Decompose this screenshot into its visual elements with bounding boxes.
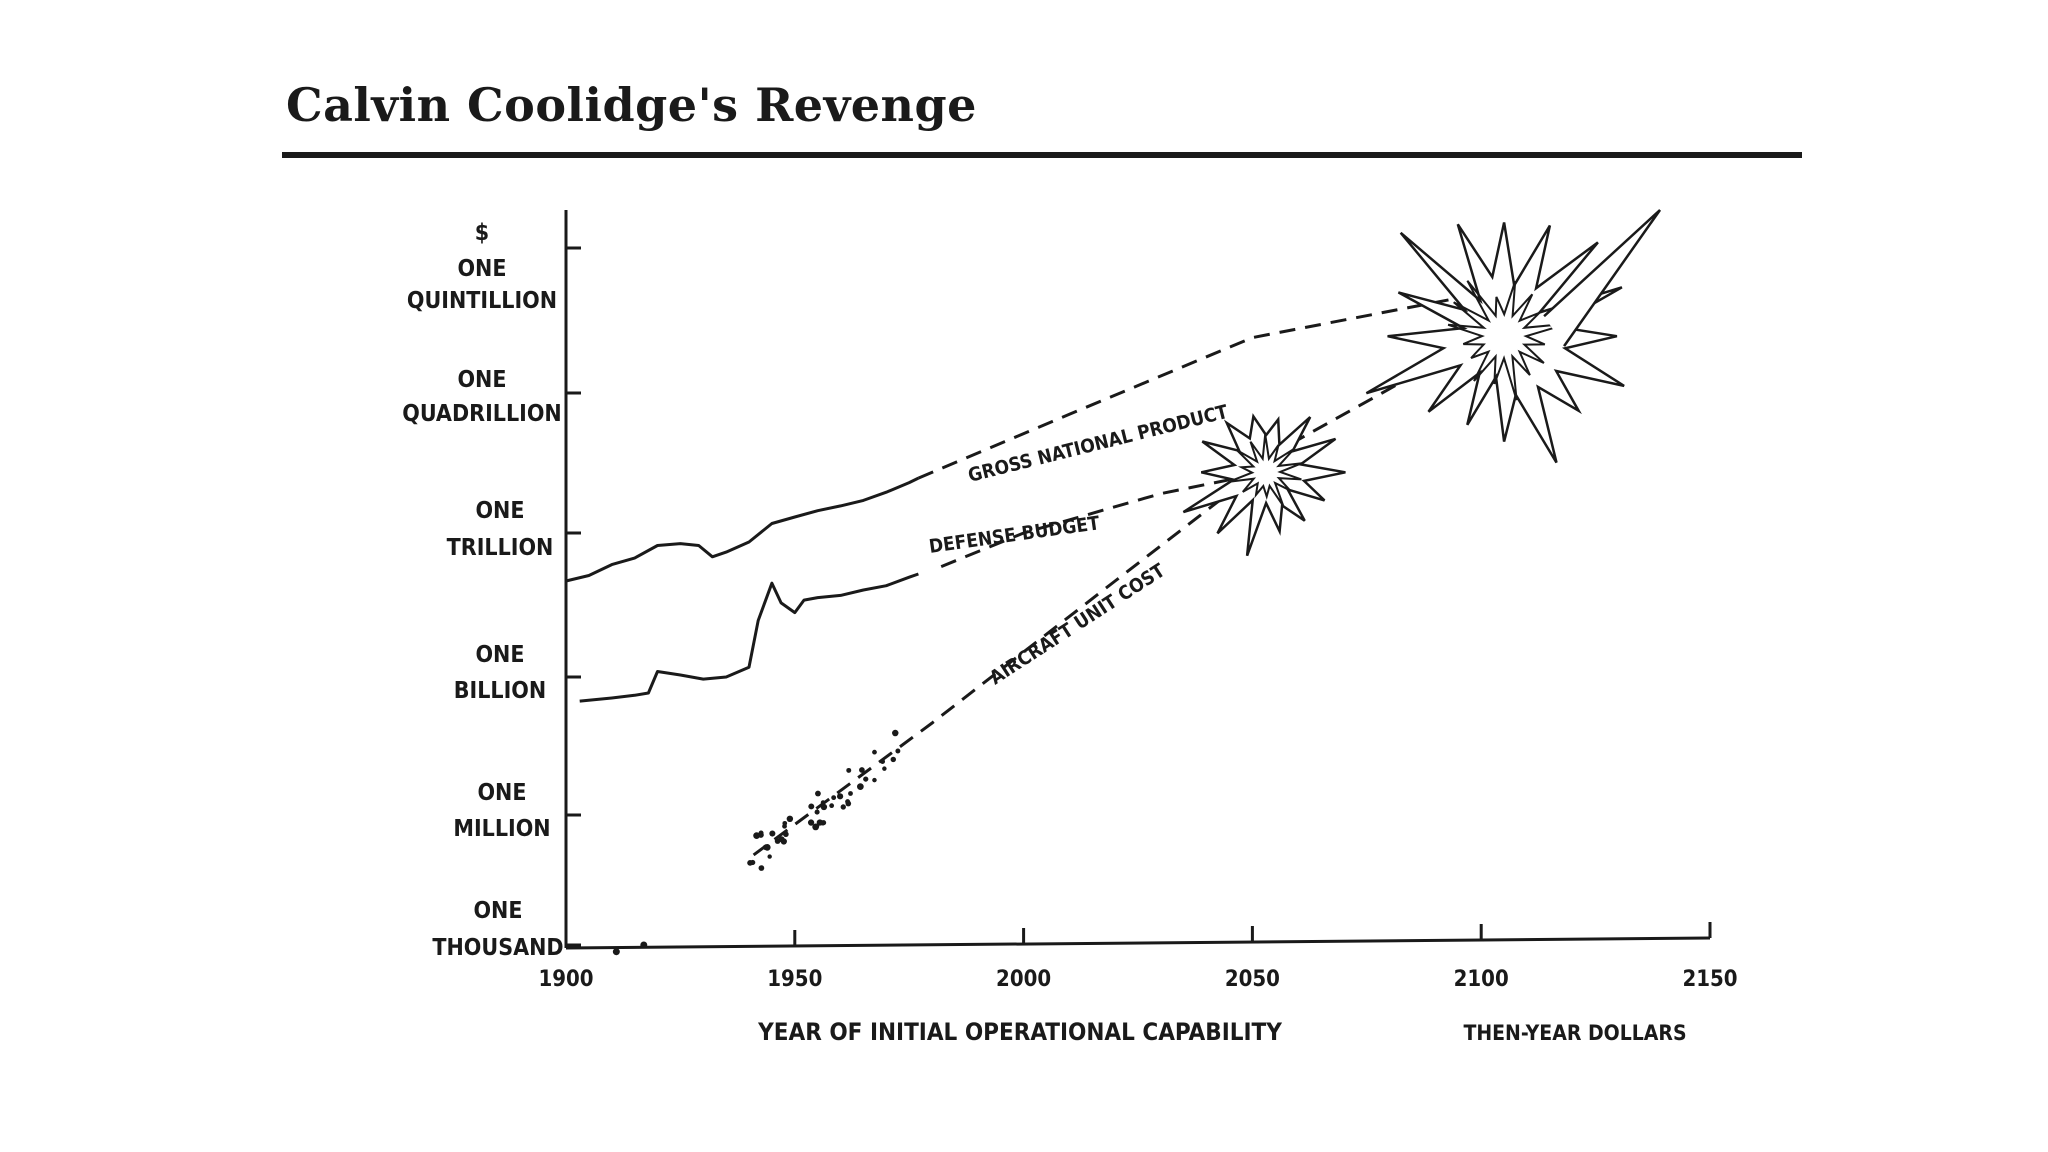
scatter-point xyxy=(820,803,828,811)
y-tick-label: ONE xyxy=(457,256,506,282)
y-tick-label: THOUSAND xyxy=(432,935,563,961)
series-labels: GROSS NATIONAL PRODUCT DEFENSE BUDGETAIRC… xyxy=(928,401,1231,689)
scatter-point xyxy=(808,803,815,810)
y-tick-label: ONE xyxy=(477,780,526,806)
unit-note: THEN-YEAR DOLLARS xyxy=(1463,1021,1686,1045)
scatter-point xyxy=(829,803,835,809)
x-tick-label: 1900 xyxy=(538,967,593,992)
series-defense-budget-actual xyxy=(579,572,919,703)
explosions-group xyxy=(1182,209,1662,557)
scatter-point xyxy=(857,783,864,790)
explosion-gnp xyxy=(1365,222,1625,464)
scatter-point xyxy=(747,859,754,866)
scatter-point xyxy=(786,815,794,823)
series-aircraft-unit-cost-projected xyxy=(752,328,1496,857)
scatter-point xyxy=(820,800,826,805)
scatter-point xyxy=(807,819,815,826)
scatter-point xyxy=(782,820,788,826)
scatter-point xyxy=(872,749,877,755)
series-label: GROSS NATIONAL PRODUCT xyxy=(966,401,1231,487)
scatter-point xyxy=(814,809,820,815)
scatter-point xyxy=(836,793,844,800)
scatter-point xyxy=(859,767,865,773)
x-tick-label: 1950 xyxy=(767,967,822,992)
scatter-point xyxy=(767,854,772,859)
scatter-point xyxy=(769,830,776,837)
scatter-point xyxy=(840,804,846,810)
y-tick-label: BILLION xyxy=(454,678,546,704)
scatter-point xyxy=(882,766,887,771)
y-tick-label: TRILLION xyxy=(447,535,554,561)
scatter-point xyxy=(895,748,901,754)
scatter-point xyxy=(753,832,760,840)
x-tick-label: 2000 xyxy=(996,967,1051,992)
y-tick-label: QUADRILLION xyxy=(402,401,561,427)
y-tick-label: ONE xyxy=(475,642,524,668)
scatter-point xyxy=(848,791,853,796)
axes-group xyxy=(564,210,1712,950)
y-tick-label: MILLION xyxy=(453,816,550,842)
scatter-point xyxy=(758,865,765,871)
scatter-point xyxy=(780,838,787,845)
x-tick-label: 2050 xyxy=(1225,967,1280,992)
scatter-point xyxy=(892,729,899,737)
scatter-point xyxy=(863,776,869,782)
y-tick-labels: ONE THOUSAND ONE MILLION ONE BILLION ONE TRILLI… xyxy=(402,256,563,961)
y-tick-label: QUINTILLION xyxy=(407,288,557,314)
data-point xyxy=(612,948,620,956)
x-tick-label: 2150 xyxy=(1682,967,1737,992)
y-tick-label: ONE xyxy=(475,498,524,524)
y-tick-label: ONE xyxy=(473,898,522,924)
series-gross-national-product-actual xyxy=(565,476,920,583)
explosion-defense xyxy=(1182,413,1346,557)
data-point xyxy=(640,941,648,949)
scatter-point xyxy=(762,844,769,851)
scatter-point xyxy=(890,756,897,763)
title-rule xyxy=(282,152,1802,158)
explosion-spike xyxy=(1543,209,1662,347)
series-label: AIRCRAFT UNIT COST xyxy=(986,559,1169,689)
scatter-point xyxy=(846,767,852,773)
scatter-point xyxy=(758,830,764,836)
y-axis-label: $ xyxy=(475,220,489,246)
scatter-point xyxy=(872,777,877,783)
series-gross-national-product-projected xyxy=(917,294,1468,480)
chart-title: Calvin Coolidge's Revenge xyxy=(286,78,977,132)
series-defense-budget-projected xyxy=(940,470,1267,568)
explosion-defense-inner xyxy=(1228,434,1303,507)
scatter-point xyxy=(880,759,886,764)
scatter-point xyxy=(820,820,826,826)
explosion-gnp-inner xyxy=(1447,280,1569,401)
series-group xyxy=(565,294,1496,956)
x-tick-labels: 1900 1950 2000 2050 2100 2150 xyxy=(538,967,1737,992)
x-axis-line xyxy=(565,936,1711,950)
series-label: DEFENSE BUDGET xyxy=(928,512,1102,558)
scatter-point xyxy=(831,795,837,801)
x-tick-label: 2100 xyxy=(1454,967,1509,992)
scatter-point xyxy=(812,823,820,831)
scatter-point xyxy=(815,790,821,797)
scatter-point xyxy=(783,831,789,838)
scatter-point xyxy=(845,799,851,805)
y-tick-label: ONE xyxy=(457,367,506,393)
x-axis-label: YEAR OF INITIAL OPERATIONAL CAPABILITY xyxy=(757,1018,1282,1046)
